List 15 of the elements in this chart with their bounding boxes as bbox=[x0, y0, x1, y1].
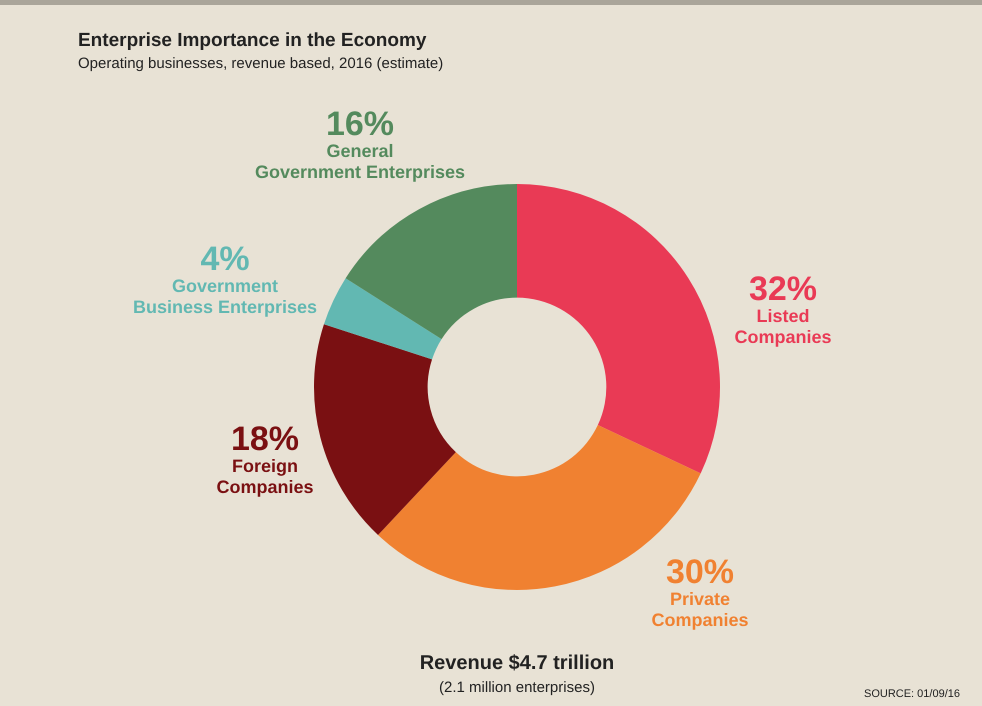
data-label: 30% bbox=[666, 553, 734, 591]
data-label: 18% bbox=[230, 420, 300, 458]
chart-title: Enterprise Importance in the Economy bbox=[78, 30, 426, 52]
chart-subtitle: Operating businesses, revenue based, 2016 (estimate) bbox=[78, 55, 444, 72]
source-note: SOURCE: 01/09/16 bbox=[864, 688, 960, 700]
text: (2.1 million enterprises) bbox=[439, 679, 595, 696]
slice-label: Listed Companies bbox=[734, 306, 832, 347]
slice-label: Government Business Enterprises bbox=[132, 276, 318, 317]
slice-label: Private Companies bbox=[651, 589, 749, 630]
data-label: 16% bbox=[326, 105, 394, 143]
data-label: 32% bbox=[748, 270, 818, 308]
text: Revenue $4.7 trillion bbox=[418, 652, 616, 675]
slice-label: General Government Enterprises bbox=[254, 141, 466, 182]
slice-label: Foreign Companies bbox=[216, 456, 314, 497]
data-label: 4% bbox=[200, 240, 250, 278]
